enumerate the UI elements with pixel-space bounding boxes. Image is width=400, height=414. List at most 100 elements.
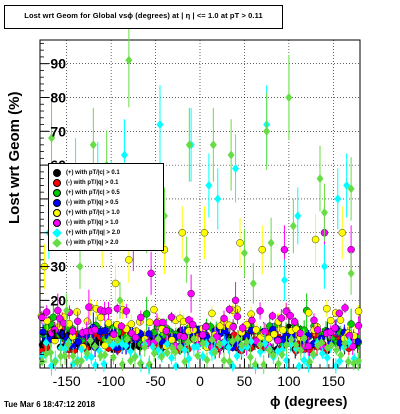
data-point [171,347,179,357]
data-point [341,338,349,348]
data-point [156,120,164,130]
data-point [232,163,240,173]
legend-marker [53,219,61,227]
data-point [150,348,158,358]
data-point [51,357,59,367]
data-point [209,140,217,150]
data-point [337,350,345,360]
legend-entry: (+) with pT/|q| > 2.0 [49,228,163,238]
data-point [274,346,282,356]
data-point [289,221,297,231]
legend-marker [53,199,61,207]
data-point [193,342,201,352]
data-point [225,357,233,367]
data-point [104,319,113,327]
legend-label: (-) with pT/|q| > 0.5 [66,200,119,206]
data-point [123,334,131,344]
data-point [258,245,266,254]
data-point [268,312,277,320]
data-point [154,334,162,344]
x-tick-label: 150 [322,373,346,389]
chart-title-box: Lost wrt Geom for Global vsϕ (degrees) a… [4,5,283,29]
data-point [233,312,242,321]
data-point [183,255,191,265]
data-point [332,345,340,355]
data-point [76,262,84,272]
data-point [73,308,81,316]
data-point [69,351,77,361]
data-point [57,351,65,361]
data-point [200,229,209,237]
data-point [248,316,256,325]
data-point [127,356,135,366]
x-axis-label: ϕ (degrees) [270,393,347,409]
data-point [225,342,233,352]
data-point [150,305,158,314]
data-point [267,238,275,248]
data-point [282,340,290,350]
data-point [290,318,299,326]
data-point [343,180,351,190]
data-point [344,357,352,367]
data-point [54,306,62,315]
data-point [194,351,202,361]
legend-marker [52,228,62,238]
data-point [304,342,313,351]
data-point [159,318,167,327]
legend-label: (+) with pT/|c| > 0.5 [66,190,120,196]
data-point [163,348,171,358]
data-point [263,126,271,136]
series-group [38,13,362,375]
legend-marker [52,238,62,248]
data-point [256,347,264,357]
data-point [280,245,289,254]
data-point [225,305,234,314]
data-point [247,310,255,318]
data-point [142,310,151,318]
data-point [265,345,273,355]
y-tick-label: 90 [50,56,66,72]
x-tick-label: -50 [145,373,165,389]
data-point [199,331,207,339]
data-point [287,334,295,344]
data-point [187,289,195,298]
legend-label: (-) with pT/|q| > 0.1 [66,180,119,186]
legend-label: (+) with pT/|c| > 1.0 [66,210,120,216]
data-point [208,309,216,318]
y-tick-label: 30 [50,259,66,275]
data-point [279,326,287,334]
data-point [323,353,331,363]
data-point [294,211,302,221]
data-point [274,359,282,369]
data-point [311,235,320,244]
data-point [335,309,344,317]
data-point [104,307,113,315]
y-tick-label: 70 [50,123,66,139]
data-point [158,352,166,362]
x-tick-label: -150 [53,373,81,389]
data-point [167,313,176,321]
data-point [42,338,50,348]
data-point [125,55,133,65]
data-point [278,350,286,360]
data-point [238,324,247,332]
data-point [238,340,246,350]
data-point [220,314,228,323]
data-point [256,340,264,350]
data-point [172,361,180,371]
data-point [89,140,97,150]
data-point [203,355,211,365]
data-point [86,336,94,346]
data-point [48,133,56,143]
data-point [252,326,260,334]
legend-label: (-) with pT/|q| > 2.0 [66,240,119,246]
data-point [126,346,134,356]
data-point [208,335,216,345]
data-point [310,316,318,324]
data-point [131,352,139,362]
data-point [229,336,237,346]
data-point [100,359,108,369]
data-point [320,262,328,272]
data-point [318,349,326,359]
data-point [101,326,109,335]
